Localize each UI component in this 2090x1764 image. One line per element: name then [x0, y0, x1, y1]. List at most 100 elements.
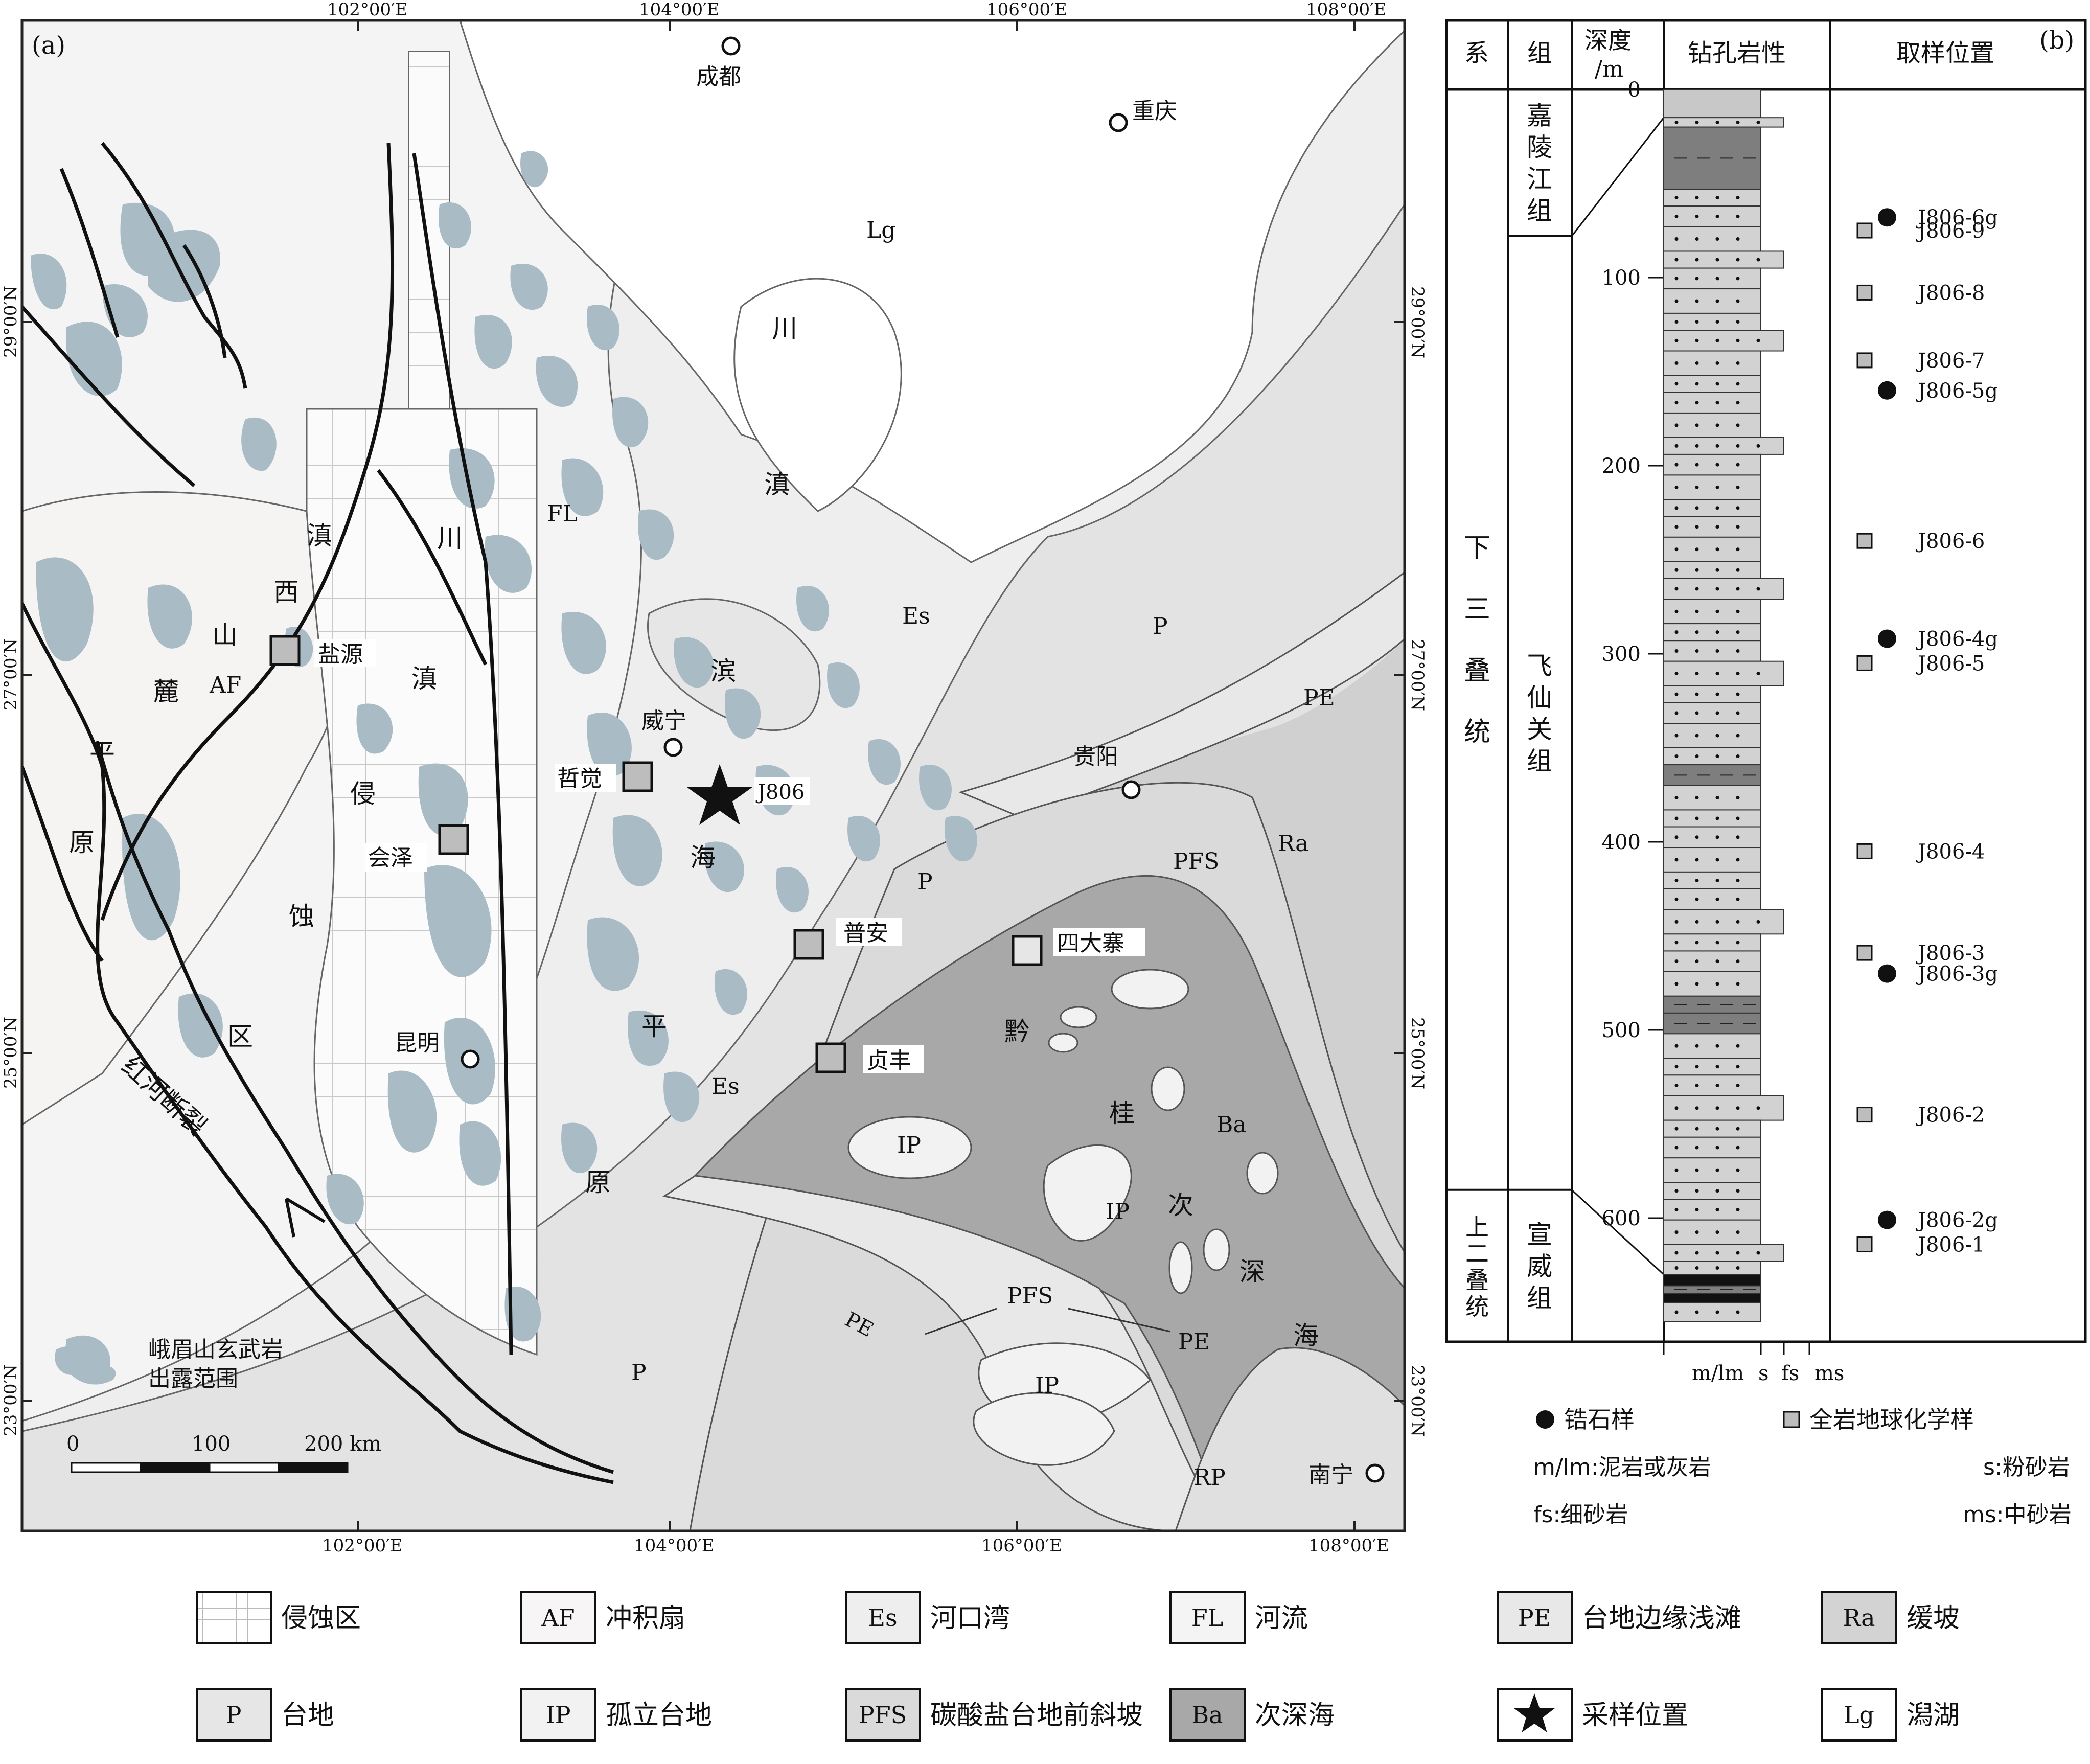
- fault-9: [95, 741, 614, 1474]
- legend-mlm: m/lm:泥岩或灰岩: [1533, 1454, 1711, 1480]
- sample-site-label: J806: [755, 781, 805, 804]
- fault-10: [22, 766, 104, 963]
- city-label-guiyang: 贵阳: [1073, 744, 1118, 770]
- legend-swatch: [1497, 1591, 1573, 1644]
- place-marker-huize: [438, 824, 469, 855]
- city-marker-chengdu: [721, 36, 741, 56]
- legend-code: Es: [868, 1604, 897, 1632]
- region-char-chuandian-2: 滇: [764, 470, 790, 499]
- legend-label: 河口湾: [930, 1603, 1010, 1634]
- place-label-yanyuan: 盐源: [318, 642, 363, 668]
- lithology-bed: [1663, 723, 1761, 749]
- formation-name-char: 江: [1527, 165, 1552, 194]
- whole-rock-sample-marker: [1856, 284, 1873, 301]
- legend-code: PE: [1518, 1604, 1551, 1632]
- system-name-char: 上: [1465, 1213, 1489, 1241]
- map-frame: [20, 19, 1406, 1532]
- fault-4: [22, 305, 196, 487]
- lithology-bed: [1663, 826, 1761, 849]
- header-depth-1: 深度: [1584, 27, 1632, 54]
- legend-swatch: [196, 1688, 272, 1742]
- panel-b-label: (b): [2039, 26, 2074, 55]
- legend-fs: fs:细砂岩: [1533, 1502, 1628, 1528]
- region-char-bin-4: 原: [585, 1167, 611, 1197]
- rp-area: [1175, 1347, 1405, 1531]
- system-name-char: 统: [1465, 1293, 1489, 1320]
- depth-tick-label: 400: [1602, 831, 1641, 854]
- lithology-bed: [1663, 375, 1761, 393]
- lon-label-top-104: 104°00′E: [639, 0, 720, 20]
- lithology-bed: [1663, 516, 1761, 538]
- formation-name-char: 嘉: [1527, 101, 1552, 131]
- whole-rock-sample-marker: [1856, 945, 1873, 961]
- system-name-char: 二: [1465, 1240, 1489, 1267]
- legend-label: 次深海: [1255, 1700, 1335, 1731]
- lat-label-left-25: 25°00′N: [1, 1017, 21, 1089]
- lithology-bed: [1663, 599, 1761, 625]
- lithology-bed: [1663, 392, 1761, 414]
- lithology-bed: [1663, 1261, 1761, 1275]
- lithology-bed: [1663, 702, 1761, 724]
- place-label-sidazhai: 四大寨: [1057, 930, 1124, 956]
- lithology-bed: [1663, 1244, 1784, 1262]
- lon-label-bottom-102: 102°00′E: [322, 1536, 403, 1556]
- depth-tick-label: 100: [1602, 266, 1641, 290]
- fault-7: [377, 469, 488, 666]
- inner-estuary: [647, 598, 821, 731]
- legend-swatch: [1169, 1591, 1246, 1644]
- place-marker-zhejue: [622, 761, 653, 792]
- lithology-bed: [1663, 847, 1761, 873]
- grain-axis-s: s: [1758, 1362, 1769, 1385]
- lithology-bed: [1663, 1302, 1761, 1322]
- facies-code-IP-1: IP: [897, 1132, 921, 1158]
- zircon-legend-icon: [1536, 1410, 1554, 1429]
- lithology-bed: [1663, 453, 1761, 476]
- system-name-char: 三: [1464, 594, 1490, 625]
- lithology-bed: [1663, 623, 1761, 642]
- legend-item: PE 台地边缘浅滩: [1497, 1591, 1741, 1644]
- lithology-bed: [1663, 312, 1761, 331]
- legend-code: Ba: [1191, 1701, 1223, 1729]
- emeishan-basalt-outcrops: [31, 151, 977, 1384]
- lagoon-lobe: [733, 278, 902, 512]
- system-name-char: 统: [1464, 717, 1490, 747]
- sample-id-label: J806-6g: [1916, 206, 1998, 230]
- city-label-nanning: 南宁: [1308, 1462, 1353, 1488]
- legend-label: 碳酸盐台地前斜坡: [930, 1700, 1143, 1731]
- formation-name-char: 组: [1527, 746, 1552, 776]
- legend-item: AF 冲积扇: [520, 1591, 685, 1644]
- facies-code-Ba: Ba: [1216, 1112, 1247, 1138]
- lithology-bed: [1663, 933, 1761, 952]
- lithology-bed: [1663, 909, 1784, 935]
- facies-code-RP: RP: [1193, 1464, 1226, 1491]
- city-label-chengdu: 成都: [696, 64, 741, 90]
- borehole-column: 系 组 深度 /m 钻孔岩性 取样位置 (b) 0 100 200 300 400 500…: [1445, 19, 2087, 1528]
- region-char-bin-1: 滨: [710, 656, 736, 686]
- legend-swatch: [845, 1688, 921, 1742]
- facies-legend: 侵蚀区 AF 冲积扇 Es 河口湾 FL 河流 PE 台地边缘浅滩 Ra 缓坡 P 台地 IP 孤立台地 PF…: [196, 1591, 1960, 1742]
- formation-name-char: 陵: [1527, 133, 1552, 163]
- grain-size-axis: m/lm s fs ms: [1663, 1342, 1844, 1385]
- panel-a-label: (a): [32, 31, 65, 60]
- legend-label: 台地: [281, 1700, 334, 1731]
- whole-rock-sample-marker: [1856, 655, 1873, 671]
- place-marker-sidazhai: [1012, 935, 1043, 966]
- legend-label: 采样位置: [1582, 1700, 1688, 1731]
- region-char-bin-2: 海: [690, 843, 716, 873]
- fault-main-6: [412, 153, 513, 1355]
- map-ticks: [22, 20, 1405, 1531]
- lithology-bed: [1663, 1095, 1784, 1121]
- lithology-bed: [1663, 561, 1761, 579]
- region-char-qinshi-1: 滇: [411, 664, 437, 694]
- zircon-sample-marker: [1878, 964, 1896, 983]
- facies-code-Ra: Ra: [1278, 831, 1308, 857]
- legend-swatch: [1821, 1591, 1897, 1644]
- lithology-bed: [1663, 189, 1761, 207]
- pfs-leader-lines: [925, 1308, 1171, 1335]
- legend-swatch: [1169, 1688, 1246, 1742]
- sample-id-label: J806-2g: [1916, 1209, 1998, 1232]
- depth-tick-label: 300: [1602, 643, 1641, 666]
- lithology-bed: [1663, 640, 1761, 662]
- lat-label-left-29: 29°00′N: [1, 286, 21, 358]
